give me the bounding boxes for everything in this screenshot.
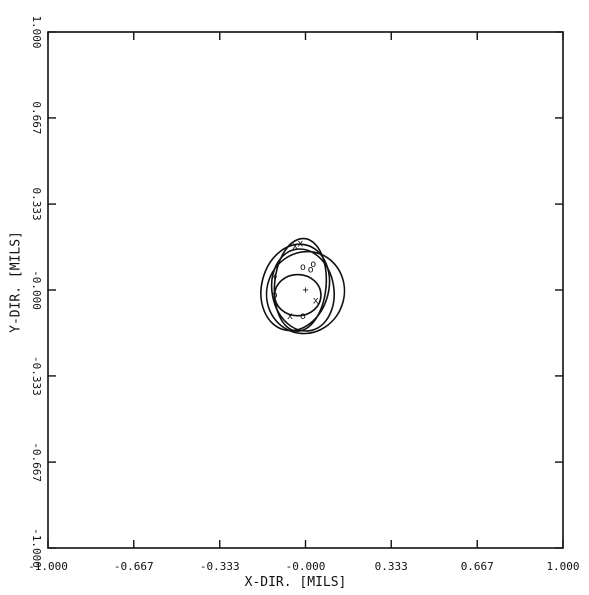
x-tick-label: 0.333 — [375, 560, 408, 573]
orbit-ellipse — [270, 248, 335, 332]
orbit-ellipse — [265, 250, 346, 335]
x-tick-label: 1.000 — [546, 560, 579, 573]
x-tick-label: -0.333 — [200, 560, 240, 573]
orbit-ellipse — [273, 237, 328, 332]
orbit-traces — [260, 237, 346, 335]
y-tick-label: 1.000 — [30, 15, 43, 48]
y-tick-labels: -1.000 -0.667 -0.333 -0.000 0.333 0.667 1.000 — [30, 15, 43, 567]
orbit-ellipse — [273, 273, 322, 317]
orbit-point-marker: x — [297, 239, 303, 250]
x-tick-label: -0.000 — [286, 560, 326, 573]
x-tick-label: 0.667 — [461, 560, 494, 573]
y-tick-label: -0.333 — [30, 356, 43, 396]
orbit-point-marker: o — [272, 290, 278, 301]
x-tick-label: -1.000 — [28, 560, 68, 573]
orbit-point-marker: x — [313, 295, 319, 306]
orbit-point-marker: o — [300, 262, 306, 273]
y-tick-label: -1.000 — [30, 528, 43, 568]
orbit-point-marker: o — [300, 311, 306, 322]
orbit-point-marker: o — [310, 259, 316, 270]
orbit-point-marker: + — [272, 272, 278, 283]
y-tick-label: -0.667 — [30, 442, 43, 482]
orbit-point-marker: o — [308, 264, 314, 275]
orbit-point-marker: x — [292, 241, 298, 252]
y-tick-label: -0.000 — [30, 270, 43, 310]
y-axis-title: Y-DIR. [MILS] — [9, 231, 24, 333]
orbit-point-marker: x — [287, 311, 293, 322]
x-axis-title: X-DIR. [MILS] — [245, 575, 347, 590]
plot-frame — [47, 31, 564, 549]
x-tick-label: -0.667 — [114, 560, 154, 573]
orbit-ellipse — [260, 243, 331, 332]
x-tick-labels: -1.000 -0.667 -0.333 -0.000 0.333 0.667 1.000 — [28, 560, 579, 573]
orbit-markers: +x xoo+xox oo — [272, 239, 319, 322]
center-plus-marker: + — [302, 285, 308, 296]
y-tick-label: 0.333 — [30, 188, 43, 221]
y-tick-label: 0.667 — [30, 101, 43, 134]
